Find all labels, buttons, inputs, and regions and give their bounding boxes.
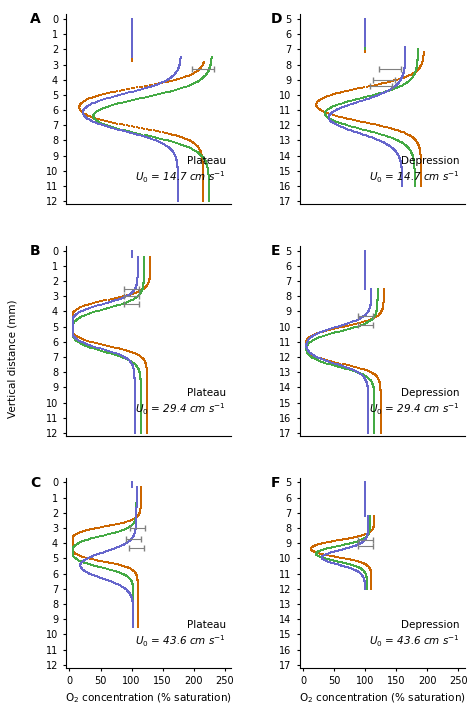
Text: F: F <box>270 476 280 490</box>
Text: $U_0$ = 29.4 cm s$^{-1}$: $U_0$ = 29.4 cm s$^{-1}$ <box>135 401 226 417</box>
Text: Plateau: Plateau <box>187 620 226 630</box>
Text: Plateau: Plateau <box>187 388 226 398</box>
Text: Depression: Depression <box>401 620 460 630</box>
Text: B: B <box>30 244 41 258</box>
Text: C: C <box>30 476 40 490</box>
Text: $U_0$ = 29.4 cm s$^{-1}$: $U_0$ = 29.4 cm s$^{-1}$ <box>369 401 460 417</box>
Text: $U_0$ = 43.6 cm s$^{-1}$: $U_0$ = 43.6 cm s$^{-1}$ <box>135 633 226 649</box>
Text: D: D <box>270 12 282 27</box>
Text: $U_0$ = 43.6 cm s$^{-1}$: $U_0$ = 43.6 cm s$^{-1}$ <box>369 633 460 649</box>
Text: $U_0$ = 14.7 cm s$^{-1}$: $U_0$ = 14.7 cm s$^{-1}$ <box>369 169 460 185</box>
Text: Plateau: Plateau <box>187 157 226 167</box>
Text: $U_0$ = 14.7 cm s$^{-1}$: $U_0$ = 14.7 cm s$^{-1}$ <box>135 169 226 185</box>
Text: E: E <box>270 244 280 258</box>
X-axis label: O$_2$ concentration (% saturation): O$_2$ concentration (% saturation) <box>299 691 465 705</box>
Text: Vertical distance (mm): Vertical distance (mm) <box>7 299 17 419</box>
Text: Depression: Depression <box>401 157 460 167</box>
X-axis label: O$_2$ concentration (% saturation): O$_2$ concentration (% saturation) <box>65 691 232 705</box>
Text: Depression: Depression <box>401 388 460 398</box>
Text: A: A <box>30 12 41 27</box>
